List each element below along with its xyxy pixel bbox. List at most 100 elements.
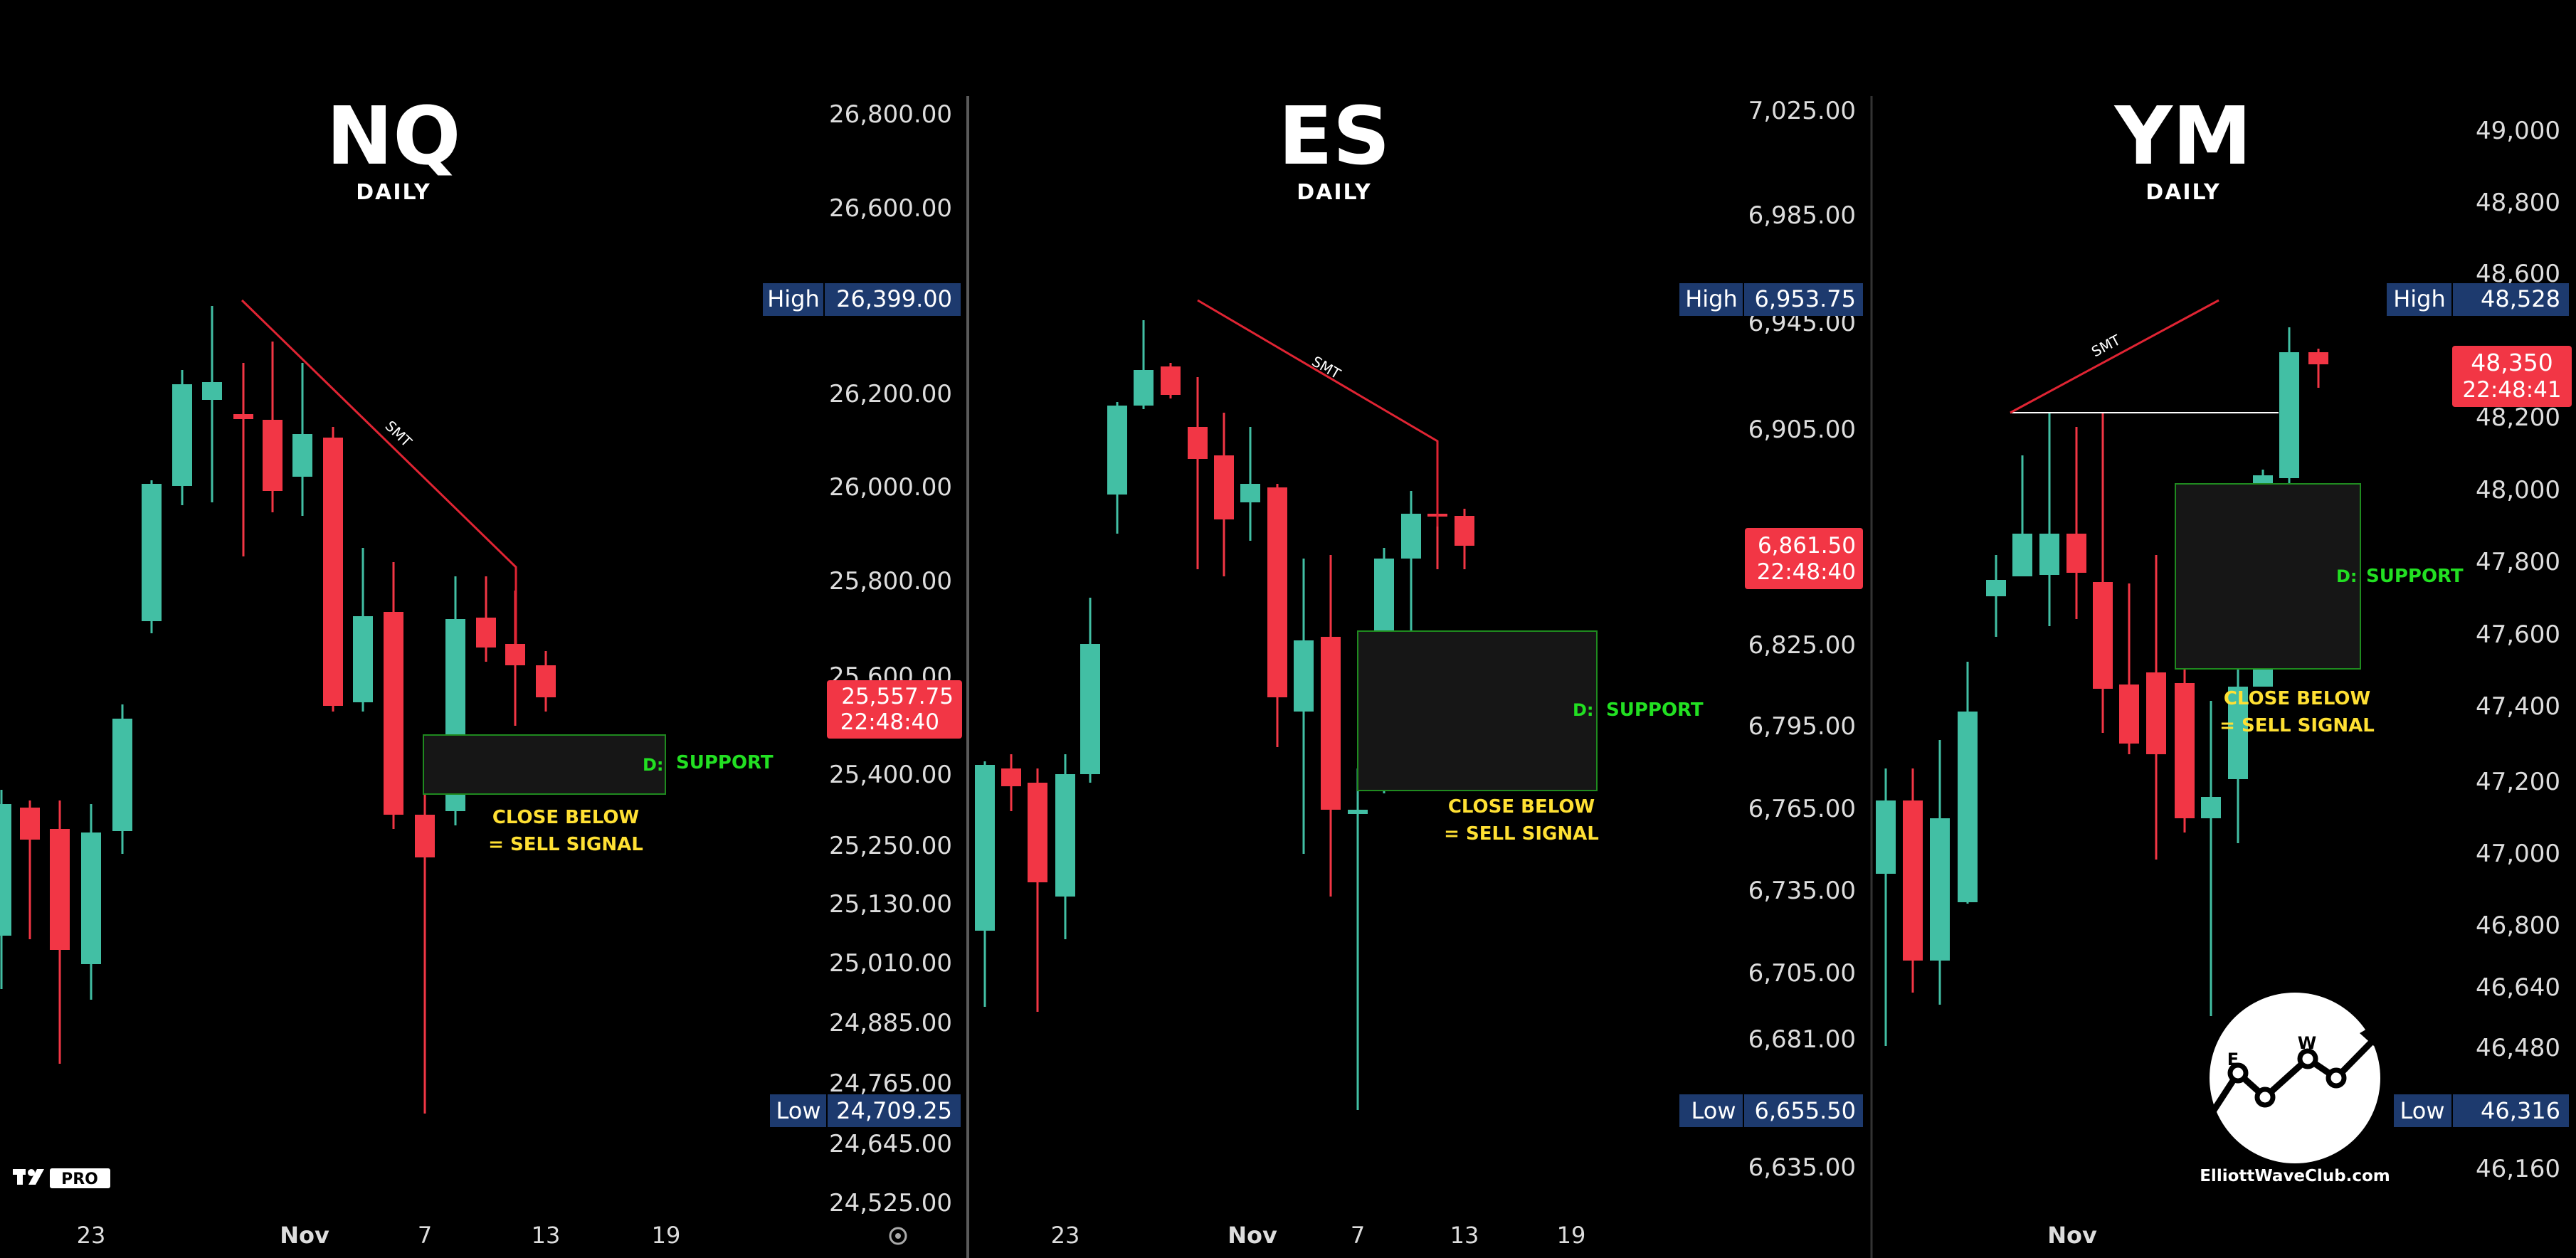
es-y-tick: 6,705.00: [1748, 959, 1856, 988]
nq-candle-18[interactable]: [536, 651, 556, 712]
ym-candle-15[interactable]: [2279, 327, 2299, 491]
es-candle-13[interactable]: [1321, 555, 1341, 897]
es-zone-label: SUPPORT: [1606, 699, 1704, 721]
es-x-label-7: 7: [1351, 1222, 1365, 1249]
es-candle-1[interactable]: [1001, 754, 1021, 811]
es-y-tick: 6,985.00: [1748, 201, 1856, 230]
ym-x-label-nov: Nov: [2047, 1222, 2097, 1249]
nq-support-zone[interactable]: [423, 734, 666, 795]
ym-y-tick: 47,800: [2476, 548, 2560, 576]
es-candle-0[interactable]: [975, 761, 995, 1007]
nq-candle-5[interactable]: [142, 480, 162, 633]
es-low-label: Low: [1691, 1097, 1736, 1124]
es-y-axis[interactable]: 7,025.006,985.006,945.006,905.006,825.00…: [1748, 97, 1856, 1182]
nq-candles[interactable]: [0, 306, 556, 1114]
nq-candle-16[interactable]: [476, 576, 496, 662]
ym-high-label: High: [2393, 285, 2446, 312]
svg-text:E: E: [2227, 1050, 2239, 1069]
ym-last-price-badge: [2452, 346, 2572, 407]
es-x-label-nov: Nov: [1228, 1222, 1277, 1249]
ym-y-tick: 46,160: [2476, 1155, 2560, 1183]
ym-candle-7[interactable]: [2066, 427, 2086, 619]
ym-candle-4[interactable]: [1986, 555, 2006, 637]
es-candle-10[interactable]: [1240, 427, 1260, 541]
ym-candle-2[interactable]: [1930, 740, 1950, 1005]
es-candles[interactable]: [975, 320, 1474, 1110]
nq-candle-9[interactable]: [263, 342, 283, 512]
es-title: ES: [1278, 90, 1390, 183]
es-y-tick: 6,765.00: [1748, 795, 1856, 823]
es-chart-panel[interactable]: SMT D: SUPPORT CLOSE BELOW = SELL SIGNAL…: [975, 90, 1863, 1249]
ym-candle-3[interactable]: [1958, 662, 1978, 904]
es-candle-3[interactable]: [1055, 754, 1075, 939]
ym-candle-10[interactable]: [2146, 555, 2166, 860]
nq-candle-1[interactable]: [20, 800, 40, 939]
gear-icon[interactable]: [889, 1227, 907, 1245]
nq-candle-7[interactable]: [202, 306, 222, 502]
es-high-value: 6,953.75: [1755, 285, 1857, 312]
nq-candle-0[interactable]: [0, 790, 11, 989]
es-candle-16[interactable]: [1401, 491, 1421, 640]
ym-y-tick: 47,400: [2476, 692, 2560, 721]
nq-candle-4[interactable]: [112, 704, 132, 854]
nq-candle-6[interactable]: [172, 370, 192, 505]
es-smt-line: [1197, 299, 1439, 527]
es-high-badge: [1679, 283, 1863, 316]
ym-candle-8[interactable]: [2093, 413, 2113, 733]
nq-y-tick: 24,885.00: [829, 1009, 952, 1037]
ym-y-tick: 46,480: [2476, 1034, 2560, 1062]
nq-countdown: 22:48:40: [840, 709, 939, 735]
ym-y-axis[interactable]: 49,00048,80048,60048,20048,00047,80047,6…: [2476, 117, 2560, 1183]
ym-chart-panel[interactable]: SMT D: SUPPORT CLOSE BELOW = SELL SIGNAL…: [1876, 90, 2572, 1249]
nq-title: NQ: [327, 90, 461, 183]
nq-high-label: High: [767, 285, 820, 312]
nq-candle-3[interactable]: [81, 804, 101, 1000]
nq-y-tick: 26,800.00: [829, 100, 952, 129]
es-candle-5[interactable]: [1107, 402, 1127, 534]
nq-low-value: 24,709.25: [836, 1097, 952, 1124]
ym-candle-16[interactable]: [2308, 349, 2328, 388]
nq-y-tick: 25,400.00: [829, 761, 952, 789]
nq-candle-13[interactable]: [384, 562, 403, 829]
ym-signal-line2: = SELL SIGNAL: [2219, 715, 2375, 736]
es-candle-9[interactable]: [1214, 413, 1234, 576]
ym-candle-12[interactable]: [2201, 701, 2221, 1016]
nq-chart-panel[interactable]: SMT D: SUPPORT CLOSE BELOW = SELL SIGNAL…: [0, 90, 962, 1249]
nq-candle-14[interactable]: [415, 754, 435, 1114]
ym-zone-code: D:: [2336, 566, 2358, 586]
ym-candle-9[interactable]: [2119, 583, 2139, 754]
es-candle-11[interactable]: [1267, 484, 1287, 747]
es-candle-2[interactable]: [1028, 768, 1047, 1012]
ym-smt-line: [2010, 299, 2219, 414]
ym-candle-1[interactable]: [1903, 768, 1923, 993]
nq-x-label-nov: Nov: [280, 1222, 329, 1249]
nq-candle-11[interactable]: [323, 427, 343, 712]
es-signal-line2: = SELL SIGNAL: [1444, 823, 1599, 845]
es-low-value: 6,655.50: [1755, 1097, 1857, 1124]
ym-candle-6[interactable]: [2039, 413, 2059, 626]
es-support-zone[interactable]: [1357, 630, 1598, 791]
es-candle-12[interactable]: [1294, 559, 1314, 854]
es-x-label-23: 23: [1051, 1222, 1080, 1249]
ym-y-tick: 47,200: [2476, 768, 2560, 796]
ym-candle-5[interactable]: [2012, 455, 2032, 576]
ym-candle-0[interactable]: [1876, 768, 1896, 1046]
es-candle-6[interactable]: [1134, 320, 1154, 409]
es-high-label: High: [1685, 285, 1738, 312]
nq-candle-10[interactable]: [292, 363, 312, 516]
ym-support-zone[interactable]: [2175, 483, 2361, 670]
nq-candle-12[interactable]: [353, 548, 373, 712]
es-candle-14[interactable]: [1348, 768, 1368, 1110]
es-candle-18[interactable]: [1455, 509, 1474, 569]
es-candle-7[interactable]: [1161, 363, 1181, 398]
nq-zone-label: SUPPORT: [676, 752, 774, 773]
es-candle-4[interactable]: [1080, 598, 1100, 783]
nq-last-price-badge: [827, 680, 962, 739]
nq-candle-8[interactable]: [233, 363, 253, 556]
nq-y-tick: 26,000.00: [829, 473, 952, 502]
ym-y-tick: 48,000: [2476, 476, 2560, 504]
ym-subtitle: DAILY: [2145, 180, 2220, 205]
nq-candle-2[interactable]: [50, 800, 70, 1064]
es-candle-8[interactable]: [1188, 377, 1208, 569]
brand-text: ElliottWaveClub.com: [2200, 1167, 2390, 1185]
